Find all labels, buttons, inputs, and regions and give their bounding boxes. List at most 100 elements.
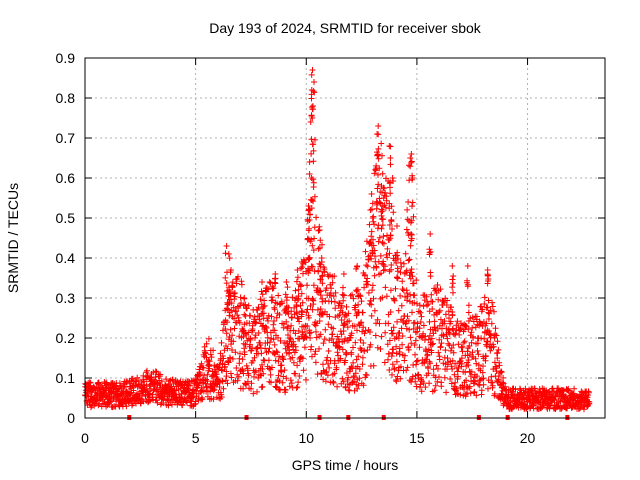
data-point (406, 177, 413, 184)
data-point (251, 313, 258, 320)
data-point (284, 344, 291, 350)
data-point (478, 303, 485, 310)
data-point (294, 384, 301, 390)
data-point (427, 269, 434, 276)
data-point (269, 364, 275, 371)
data-point (295, 379, 302, 386)
data-point (386, 367, 393, 373)
data-point (405, 257, 412, 264)
data-point (374, 185, 381, 192)
data-point (207, 388, 214, 395)
data-point (338, 331, 345, 338)
data-point (485, 316, 492, 322)
data-point (297, 354, 304, 361)
data-point (225, 251, 232, 257)
data-point (450, 289, 456, 296)
data-point (479, 369, 486, 376)
data-point (368, 312, 375, 319)
data-point (420, 303, 427, 310)
data-point (179, 402, 186, 409)
data-point (289, 314, 295, 321)
data-point (310, 198, 317, 205)
data-point (369, 282, 376, 289)
data-point (399, 278, 406, 285)
data-point (314, 306, 321, 313)
data-point (491, 308, 497, 315)
data-point (375, 155, 382, 162)
data-point (267, 371, 274, 378)
data-point (454, 368, 461, 375)
y-tick-label: 0.3 (56, 290, 76, 306)
data-point (359, 361, 366, 368)
data-point (308, 343, 315, 350)
data-point (343, 350, 350, 357)
data-point (485, 297, 492, 304)
data-point (312, 136, 318, 143)
data-point (379, 222, 386, 229)
data-point (350, 359, 357, 366)
data-point (489, 382, 496, 389)
data-point (391, 366, 398, 373)
data-point (282, 291, 289, 298)
data-point (348, 351, 355, 358)
data-point (249, 357, 256, 364)
data-point (389, 226, 395, 232)
data-point (340, 328, 347, 334)
data-point (306, 171, 313, 177)
data-point (359, 354, 366, 361)
data-point (289, 294, 296, 301)
data-point (227, 370, 234, 377)
data-point (265, 348, 272, 355)
data-point (346, 387, 353, 394)
data-point (474, 347, 481, 354)
data-point (364, 281, 371, 288)
data-point (436, 374, 442, 380)
x-tick-label: 20 (520, 430, 536, 446)
data-point (205, 335, 212, 342)
data-point (104, 381, 111, 388)
data-point (306, 217, 313, 223)
data-point (387, 161, 394, 168)
y-tick-label: 0.1 (56, 370, 76, 386)
data-point (481, 301, 488, 307)
data-point (447, 318, 454, 325)
data-point (317, 306, 324, 312)
data-point (450, 349, 457, 356)
data-point (247, 336, 254, 343)
data-point (358, 319, 365, 326)
data-point (380, 261, 387, 268)
data-point (405, 346, 412, 353)
data-point (349, 291, 356, 298)
data-point (464, 277, 471, 284)
data-point (290, 338, 297, 345)
data-point (472, 355, 479, 362)
data-point (246, 320, 253, 327)
data-point (385, 356, 391, 363)
x-tick-label: 15 (409, 430, 425, 446)
data-point (210, 387, 217, 394)
data-point (254, 388, 260, 395)
data-point (410, 280, 417, 287)
data-point (426, 318, 433, 325)
data-point (449, 366, 456, 372)
data-point (386, 222, 393, 228)
data-point (236, 319, 243, 326)
data-point (319, 280, 326, 287)
data-point (383, 197, 390, 204)
data-point (422, 333, 429, 340)
data-point (425, 365, 432, 372)
data-point (394, 275, 401, 282)
data-point (326, 313, 333, 320)
data-point (455, 373, 461, 380)
data-point (146, 397, 153, 404)
data-point (235, 373, 242, 380)
data-point (237, 350, 243, 357)
data-point (259, 323, 266, 330)
data-point (403, 318, 410, 325)
data-point (254, 307, 261, 314)
data-point (449, 284, 456, 291)
data-point (477, 319, 483, 326)
data-point (319, 295, 326, 302)
data-point (95, 402, 102, 409)
data-point (306, 236, 312, 243)
